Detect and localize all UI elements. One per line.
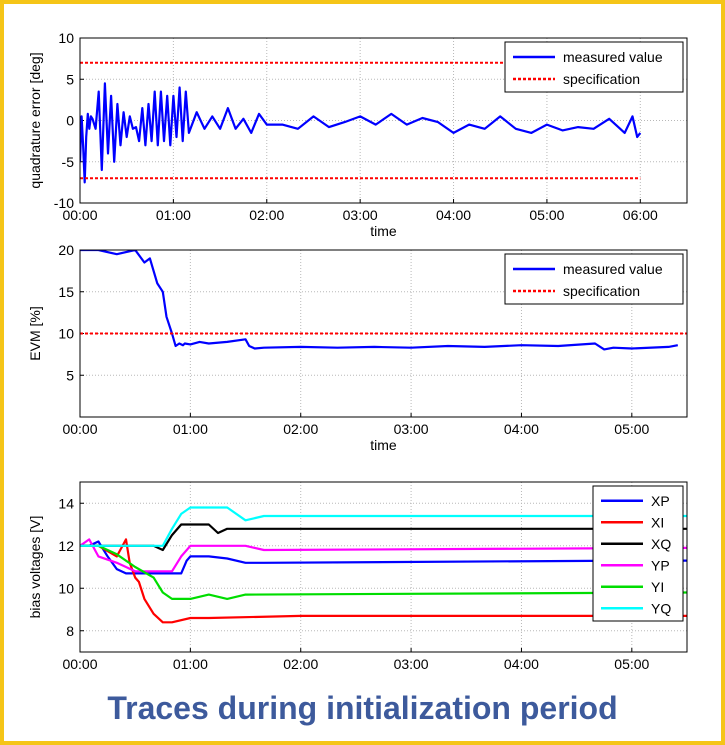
legend-label: XI (651, 514, 664, 530)
y-tick-label: 0 (66, 113, 74, 129)
x-tick-label: 02:00 (283, 421, 318, 437)
chart-panel-3: 00:00 01:00 02:00 03:00 04:00 05:00 8 10 12 14 bia… (27, 481, 688, 672)
plot-border (79, 481, 688, 653)
y-tick-label: 10 (58, 30, 74, 46)
x-axis-label: time (370, 223, 397, 239)
legend-box (504, 253, 684, 305)
legend-label: specification (563, 71, 640, 87)
x-tick-label: 03:00 (394, 421, 429, 437)
x-tick-label: 06:00 (623, 207, 658, 223)
x-tick-label: 00:00 (62, 207, 97, 223)
y-tick-label: 10 (58, 326, 74, 342)
y-axis-label: quadrature error [deg] (27, 52, 43, 188)
y-tick-label: 15 (58, 284, 74, 300)
x-tick-label: 05:00 (614, 421, 649, 437)
legend-label: XQ (651, 536, 671, 552)
x-tick-label: 02:00 (283, 656, 318, 672)
plot-area (80, 482, 687, 652)
x-tick-label: 04:00 (504, 421, 539, 437)
legend-label: XP (651, 493, 670, 509)
y-tick-label: -5 (62, 154, 75, 170)
legend-label: YP (651, 557, 670, 573)
series-line-yq (80, 506, 687, 547)
plot-border (79, 37, 688, 204)
legend-label: YI (651, 579, 664, 595)
x-tick-label: 02:00 (249, 207, 284, 223)
x-tick-label: 00:00 (62, 656, 97, 672)
x-tick-label: 04:00 (436, 207, 471, 223)
legend-label: measured value (563, 49, 663, 65)
chart-panel-2: 00:00 01:00 02:00 03:00 04:00 05:00 5 10 15 20 tim… (27, 242, 688, 453)
legend-label: YQ (651, 600, 671, 616)
legend-label: measured value (563, 261, 663, 277)
x-tick-label: 05:00 (614, 656, 649, 672)
legend-box (592, 485, 684, 622)
y-tick-label: 20 (58, 242, 74, 258)
x-tick-label: 01:00 (156, 207, 191, 223)
x-tick-label: 01:00 (173, 656, 208, 672)
y-tick-label: 10 (58, 580, 74, 596)
plot-border (79, 249, 688, 418)
y-tick-label: 14 (58, 495, 74, 511)
series-line-measured-value (80, 250, 678, 351)
series-line-xp (80, 540, 687, 575)
x-axis-label: time (370, 437, 397, 453)
x-tick-label: 00:00 (62, 421, 97, 437)
y-tick-label: 5 (66, 71, 74, 87)
y-axis-label: bias voltages [V] (27, 516, 43, 619)
y-tick-label: 8 (66, 623, 74, 639)
legend-label: specification (563, 283, 640, 299)
y-tick-label: 5 (66, 367, 74, 383)
x-tick-label: 04:00 (504, 656, 539, 672)
chart-panel-1: 00:00 01:00 02:00 03:00 04:00 05:00 06:00 -10 -5… (27, 30, 688, 239)
y-axis-label: EVM [%] (27, 306, 43, 360)
series-line-yp (80, 538, 687, 573)
x-tick-label: 03:00 (343, 207, 378, 223)
x-tick-label: 05:00 (529, 207, 564, 223)
y-tick-label: -10 (54, 195, 74, 211)
series-line-xi (80, 538, 687, 624)
x-tick-label: 01:00 (173, 421, 208, 437)
series-line-yi (80, 544, 687, 601)
y-tick-label: 12 (58, 538, 74, 554)
slide-caption: Traces during initialization period (107, 690, 618, 726)
legend-box (504, 41, 684, 93)
x-tick-label: 03:00 (394, 656, 429, 672)
series-line-measured-value (80, 82, 642, 184)
